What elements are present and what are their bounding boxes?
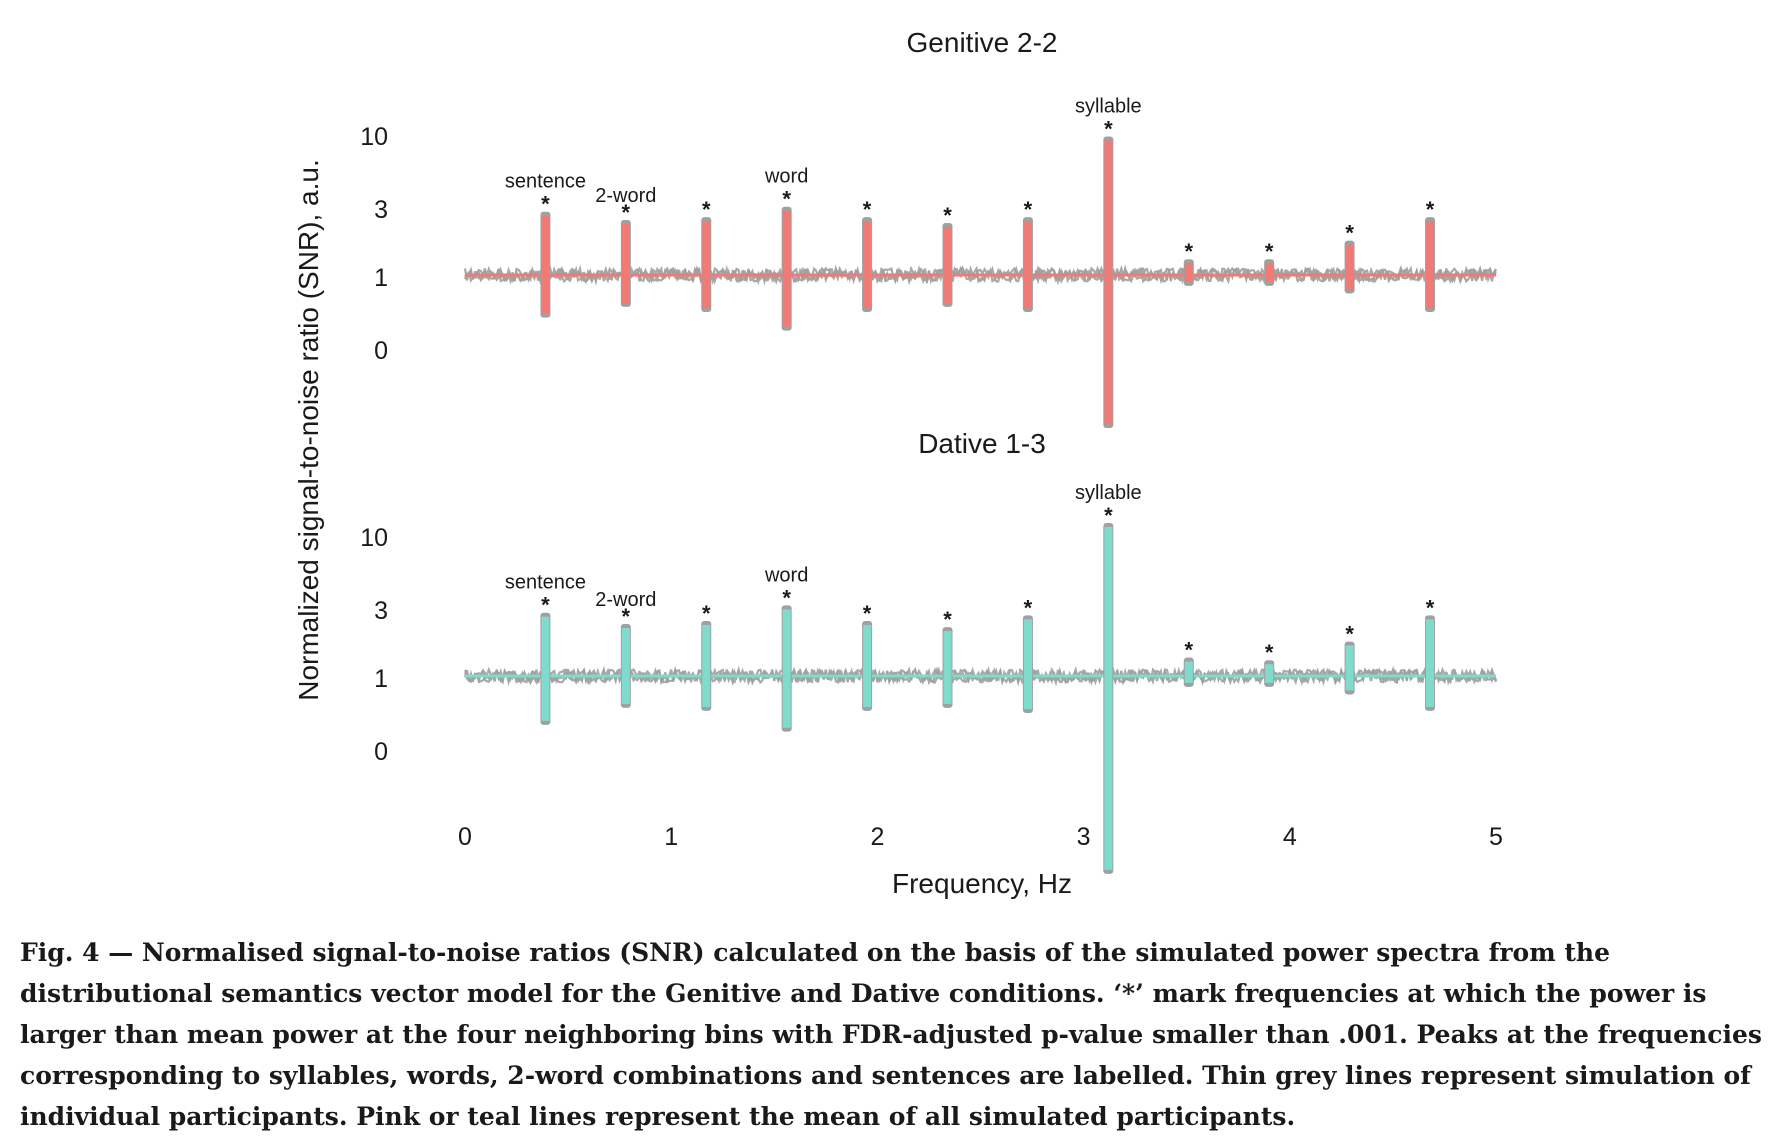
panel-title: Genitive 2-2 [907,27,1058,58]
peak-bar [782,210,791,327]
peak-bar [702,624,711,707]
peak-label: word [764,166,808,188]
significance-star: * [1265,640,1274,665]
x-tick-label: 2 [870,823,884,851]
peak-bar [541,616,550,721]
significance-star: * [622,604,631,629]
x-tick-label: 5 [1489,823,1503,851]
peak-bar [863,624,872,707]
peak-bar [943,631,952,704]
x-tick-label: 3 [1077,823,1091,851]
peak-label: word [764,564,808,586]
significance-star: * [863,197,872,222]
significance-star: * [702,601,711,626]
peak-bar [1345,244,1354,290]
peak-bar [1023,221,1032,309]
peak-bar [1023,619,1032,710]
significance-star: * [1104,116,1113,141]
peak-bar [863,221,872,309]
peak-bar [541,215,550,314]
significance-star: * [943,203,952,228]
significance-star: * [1426,595,1435,620]
significance-star: * [1184,638,1193,663]
significance-star: * [943,607,952,632]
significance-star: * [1345,221,1354,246]
peak-label: sentence [505,572,586,594]
peak-bar [1104,140,1113,425]
peak-bar [782,609,791,728]
peak-label: syllable [1075,95,1142,117]
y-tick-label: 10 [360,123,388,151]
y-tick-label: 3 [374,597,388,625]
peak-bar [1265,664,1274,683]
x-tick-label: 1 [664,823,678,851]
significance-star: * [622,200,631,225]
peak-bar [1426,221,1435,309]
peak-bar [1345,645,1354,691]
x-tick-label: 4 [1283,823,1297,851]
peak-bar [621,627,630,704]
significance-star: * [1426,197,1435,222]
peak-bar [1265,263,1274,282]
peak-bar [1104,527,1113,870]
significance-star: * [541,192,550,217]
y-tick-label: 0 [374,738,388,766]
y-tick-label: 10 [360,524,388,552]
snr-figure: Normalized signal-to-noise ratio (SNR), … [293,27,1503,899]
significance-star: * [1184,239,1193,264]
significance-star: * [1265,239,1274,264]
peak-label: sentence [505,171,586,193]
significance-star: * [863,601,872,626]
figure-caption: Fig. 4 — Normalised signal-to-noise rati… [20,938,1762,1131]
peak-label: 2-word [595,185,656,207]
significance-star: * [1024,197,1033,222]
significance-star: * [782,585,791,610]
x-axis-title: Frequency, Hz [892,868,1072,899]
y-tick-label: 1 [374,665,388,693]
peak-label: 2-word [595,589,656,611]
y-axis-title: Normalized signal-to-noise ratio (SNR), … [293,159,324,701]
significance-star: * [782,187,791,212]
peak-label: syllable [1075,482,1142,504]
y-tick-label: 0 [374,337,388,365]
peak-bar [1426,619,1435,707]
peak-bar [943,226,952,303]
noise-trace [463,264,1497,286]
peak-bar [1184,661,1193,683]
x-axis-ticks: 0 1 2 3 4 5 [458,823,1503,851]
significance-star: * [1104,503,1113,528]
peak-bar [1184,263,1193,282]
peak-bar [621,223,630,303]
peak-bar [702,221,711,309]
y-tick-label: 3 [374,196,388,224]
y-tick-label: 1 [374,264,388,292]
panel-title: Dative 1-3 [918,428,1046,459]
significance-star: * [702,197,711,222]
significance-star: * [1024,595,1033,620]
significance-star: * [541,593,550,618]
x-tick-label: 0 [458,823,472,851]
significance-star: * [1345,622,1354,647]
